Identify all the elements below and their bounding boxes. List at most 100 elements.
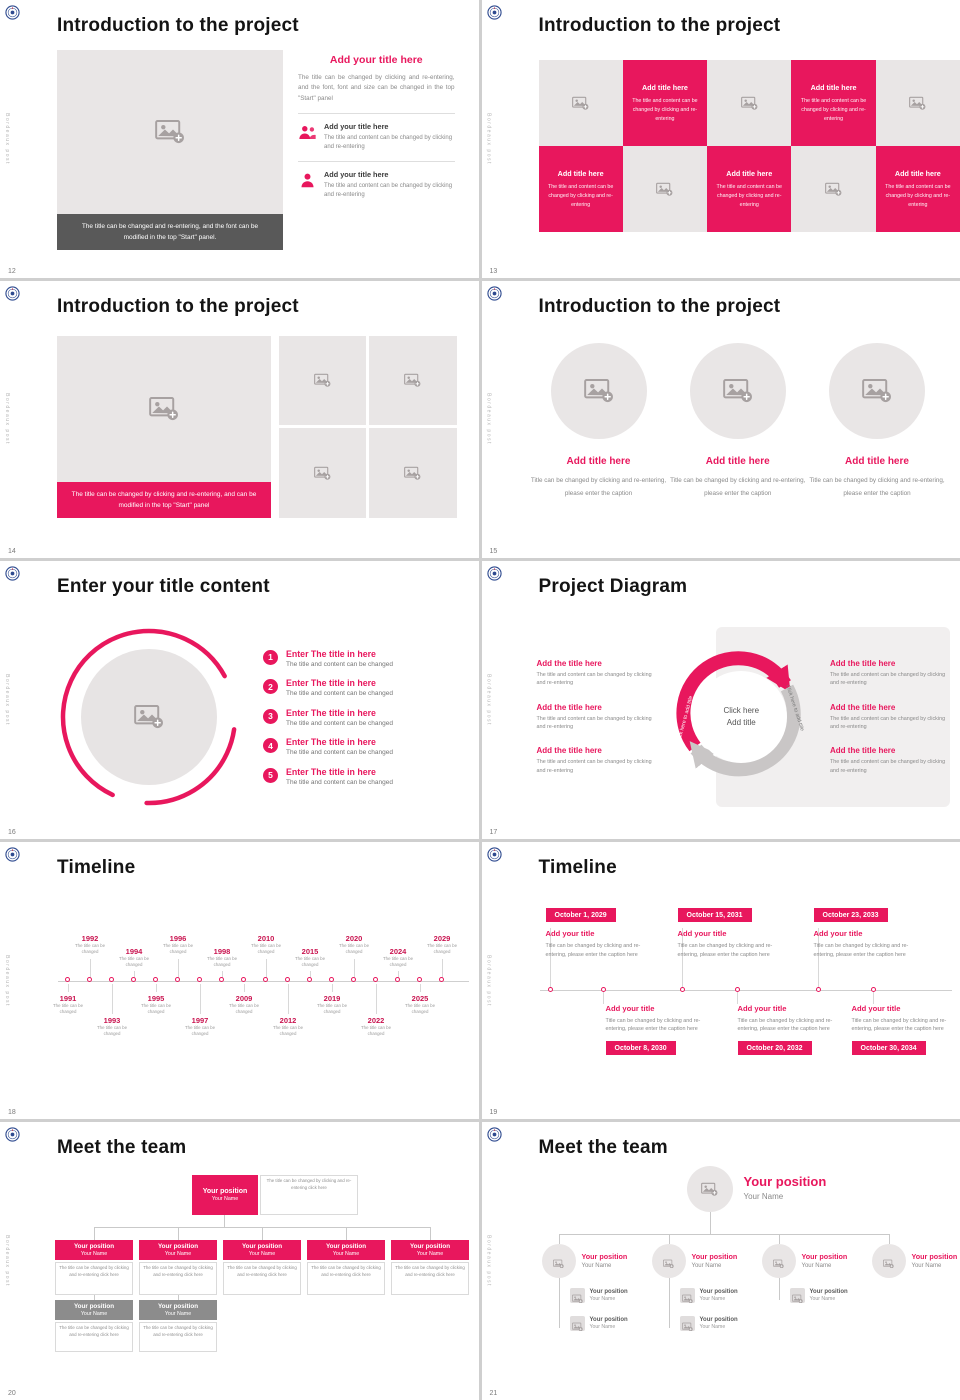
org-box: Your position Your Name xyxy=(55,1240,133,1261)
timeline-event: October 23, 2033 Add your title Title ca… xyxy=(813,904,926,960)
image-icon xyxy=(862,378,892,404)
item-text: Title can be changed by clicking and re-… xyxy=(670,476,806,497)
avatar xyxy=(569,1316,585,1332)
name-label: Your Name xyxy=(164,1311,192,1318)
timeline-caption: The title can be changed xyxy=(96,1024,128,1036)
timeline-marker-icon xyxy=(350,977,356,983)
name-label: Your Name xyxy=(80,1311,108,1318)
image-icon xyxy=(155,119,185,145)
image-icon xyxy=(701,1182,718,1197)
slide-18-thumbnail[interactable]: Bordeaux post Timeline 1991 The title can… xyxy=(0,841,479,1120)
date-badge: October 15, 2031 xyxy=(677,908,752,923)
position-label: Your position xyxy=(409,1243,451,1251)
slide-title: Introduction to the project xyxy=(57,15,299,36)
timeline-year: 2020 xyxy=(345,933,363,943)
right-items-column: Add the title here The title and content… xyxy=(830,659,946,775)
name-label: Your Name xyxy=(743,1192,784,1202)
slide-12-thumbnail[interactable]: Bordeaux post Introduction to the projec… xyxy=(0,0,479,278)
slide-body: 1 Enter The title in here The title and … xyxy=(55,616,463,819)
position-label: Your position xyxy=(157,1243,199,1251)
slide-title: Enter your title content xyxy=(57,576,270,598)
side-label: Bordeaux post xyxy=(485,1235,492,1288)
image-icon xyxy=(663,1256,674,1269)
side-label: Bordeaux post xyxy=(485,674,492,726)
leader-label: Your position Your Name xyxy=(744,1174,827,1201)
title-cell: Add title here The title and content can… xyxy=(791,60,876,146)
image-icon xyxy=(404,373,421,388)
slide-13-thumbnail[interactable]: Bordeaux post Introduction to the projec… xyxy=(481,0,960,278)
circular-arrows-diagram: Click here Add title Click here to add t… xyxy=(666,642,816,792)
timeline-marker-icon xyxy=(306,977,312,983)
section-text: The title can be changed by clicking and… xyxy=(298,74,455,102)
slide-20-thumbnail[interactable]: Bordeaux post Meet the team Your positio… xyxy=(0,1122,479,1400)
slide-number: 13 xyxy=(489,267,498,275)
name-label: Your Name xyxy=(691,1263,722,1270)
team-chart: Your position Your Name Your position Yo… xyxy=(482,1122,960,1400)
name-label: Your Name xyxy=(911,1263,942,1270)
name-label: Your Name xyxy=(416,1251,444,1258)
org-note: The title can be changed by clicking and… xyxy=(139,1262,217,1296)
item-text: Title can be changed by clicking and re-… xyxy=(530,476,667,497)
position-label: Your position xyxy=(589,1289,628,1296)
position-label: Your position xyxy=(202,1188,248,1196)
item-title: Add the title here xyxy=(830,702,896,712)
image-icon xyxy=(825,182,842,197)
name-label: Your Name xyxy=(801,1263,832,1270)
slide-14-thumbnail[interactable]: Bordeaux post Introduction to the projec… xyxy=(0,280,479,559)
image-icon xyxy=(404,466,421,481)
name-label: Your Name xyxy=(332,1251,360,1258)
number-badge: 4 xyxy=(263,738,278,754)
university-logo-icon xyxy=(5,1127,20,1143)
name-label: Your Name xyxy=(699,1296,726,1303)
slide-body: Add the title here The title and content… xyxy=(537,619,950,815)
position-label: Your position xyxy=(691,1252,738,1262)
timeline-marker-icon xyxy=(416,977,422,983)
cell-title: Add title here xyxy=(557,168,604,178)
event-text: Title can be changed by clicking and re-… xyxy=(737,1017,833,1033)
cell-title: Add title here xyxy=(641,82,688,92)
slide-19-thumbnail[interactable]: Bordeaux post Timeline October 1, 2029 A… xyxy=(481,841,960,1120)
side-label: Bordeaux post xyxy=(4,112,10,165)
position-label: Your position xyxy=(911,1252,958,1262)
slide-21-thumbnail[interactable]: Bordeaux post Meet the team Your positio… xyxy=(481,1122,960,1400)
side-label: Bordeaux post xyxy=(485,393,492,446)
slide-17-thumbnail[interactable]: Bordeaux post Project Diagram Add the ti… xyxy=(481,561,960,839)
timeline-year: 2022 xyxy=(367,1015,385,1025)
image-icon xyxy=(583,378,614,404)
timeline-caption: The title can be changed xyxy=(272,1024,304,1036)
position-label: Your position xyxy=(743,1174,827,1190)
slide-title: Meet the team xyxy=(538,1137,668,1159)
image-placeholder xyxy=(875,60,960,146)
event-text: Title can be changed by clicking and re-… xyxy=(813,943,909,958)
slide-15-thumbnail[interactable]: Bordeaux post Introduction to the projec… xyxy=(481,280,960,559)
image-icon xyxy=(656,182,673,197)
timeline-event: October 1, 2029 Add your title Title can… xyxy=(545,904,658,960)
numbered-item: 4 Enter The title in here The title and … xyxy=(263,737,463,756)
image-icon xyxy=(571,1291,583,1303)
circle-item: Add title here Title can be changed by c… xyxy=(808,342,946,501)
item-title: Enter The title in here xyxy=(286,678,376,689)
item-text: The title and content can be changed by … xyxy=(830,671,946,687)
item-title: Enter The title in here xyxy=(286,707,376,718)
avatar xyxy=(686,1166,733,1213)
timeline-marker-icon xyxy=(240,977,246,983)
timeline-caption: The title can be changed xyxy=(228,1002,260,1014)
numbered-item: 1 Enter The title in here The title and … xyxy=(263,649,463,668)
org-root-box: Your position Your Name xyxy=(192,1175,258,1216)
slide-16-thumbnail[interactable]: Bordeaux post Enter your title content 1… xyxy=(0,561,479,839)
image-placeholder xyxy=(689,342,786,439)
slide-number: 19 xyxy=(489,1109,498,1117)
position-label: Your position xyxy=(699,1289,738,1296)
timeline-caption: The title can be changed xyxy=(52,1002,84,1014)
image-icon xyxy=(553,1256,564,1269)
item-title: Add title here xyxy=(845,455,909,467)
timeline-year: 2024 xyxy=(389,946,407,956)
image-placeholder xyxy=(829,342,925,439)
name-label: Your Name xyxy=(164,1251,192,1258)
event-title: Add your title xyxy=(677,929,727,939)
position-label: Your position xyxy=(73,1243,115,1251)
timeline-year: 1996 xyxy=(169,933,187,943)
cell-text: The title and content can be changed by … xyxy=(716,183,782,208)
timeline-marker-icon xyxy=(734,987,740,993)
slide-title: Introduction to the project xyxy=(538,295,781,317)
